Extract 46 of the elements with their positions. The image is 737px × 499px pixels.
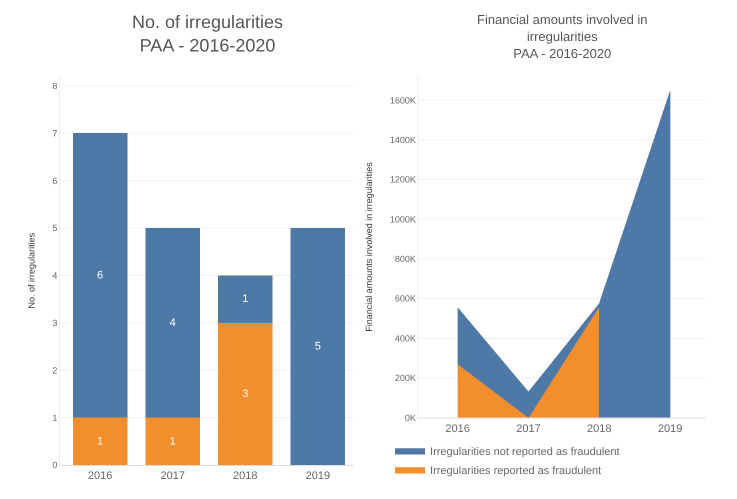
bar <box>145 418 200 466</box>
x-tick-label: 2018 <box>233 470 258 482</box>
y-tick-label: 600K <box>394 294 416 304</box>
chart-title: Financial amounts involved in irregularities PAA - 2016-2020 <box>477 12 648 61</box>
legend-label: Irregularities not reported as fraudulent <box>430 446 620 458</box>
y-tick-label: 0 <box>52 460 58 470</box>
y-tick-label: 8 <box>52 80 58 91</box>
x-tick-label: 2017 <box>160 470 185 482</box>
y-tick-label: 4 <box>52 270 58 281</box>
x-tick-label: 2017 <box>516 422 541 435</box>
data-label: 6 <box>97 269 104 282</box>
data-label: 4 <box>170 316 176 329</box>
x-tick-label: 2019 <box>658 422 682 435</box>
data-label: 1 <box>97 435 104 448</box>
y-tick-label: 6 <box>52 176 58 186</box>
x-tick-label: 2016 <box>88 470 112 482</box>
y-axis-title: No. of irregularities <box>26 232 37 308</box>
y-tick-label: 1400K <box>390 135 416 145</box>
data-label: 5 <box>314 340 321 353</box>
bar <box>145 228 200 418</box>
y-tick-label: 3 <box>52 318 58 328</box>
x-tick-label: 2018 <box>587 422 612 435</box>
y-tick-label: 2 <box>52 365 58 376</box>
y-tick-label: 5 <box>52 223 58 234</box>
y-tick-label: 200K <box>394 373 416 384</box>
legend-label: Irregularities reported as fraudulent <box>430 464 602 477</box>
y-tick-label: 1200K <box>390 174 416 185</box>
y-tick-label: 400K <box>394 333 416 344</box>
bar <box>218 275 272 323</box>
data-label: 3 <box>242 388 248 400</box>
x-tick-label: 2016 <box>445 422 470 435</box>
data-label: 1 <box>242 293 248 306</box>
bar <box>72 133 128 418</box>
x-tick-label: 2019 <box>306 470 330 482</box>
y-axis-title: Financial amounts involved in irregularities <box>364 162 374 332</box>
y-tick-label: 1 <box>52 412 58 423</box>
y-tick-label: 1000K <box>390 214 416 224</box>
y-tick-label: 800K <box>394 254 416 264</box>
bar <box>72 418 128 466</box>
y-tick-label: 1600K <box>390 95 416 106</box>
chart-title: No. of irregularities PAA - 2016-2020 <box>132 12 284 56</box>
bar <box>218 322 272 466</box>
data-label: 1 <box>170 435 176 448</box>
y-tick-label: 0K <box>404 412 416 423</box>
bar <box>290 228 346 466</box>
y-tick-label: 7 <box>52 128 58 138</box>
